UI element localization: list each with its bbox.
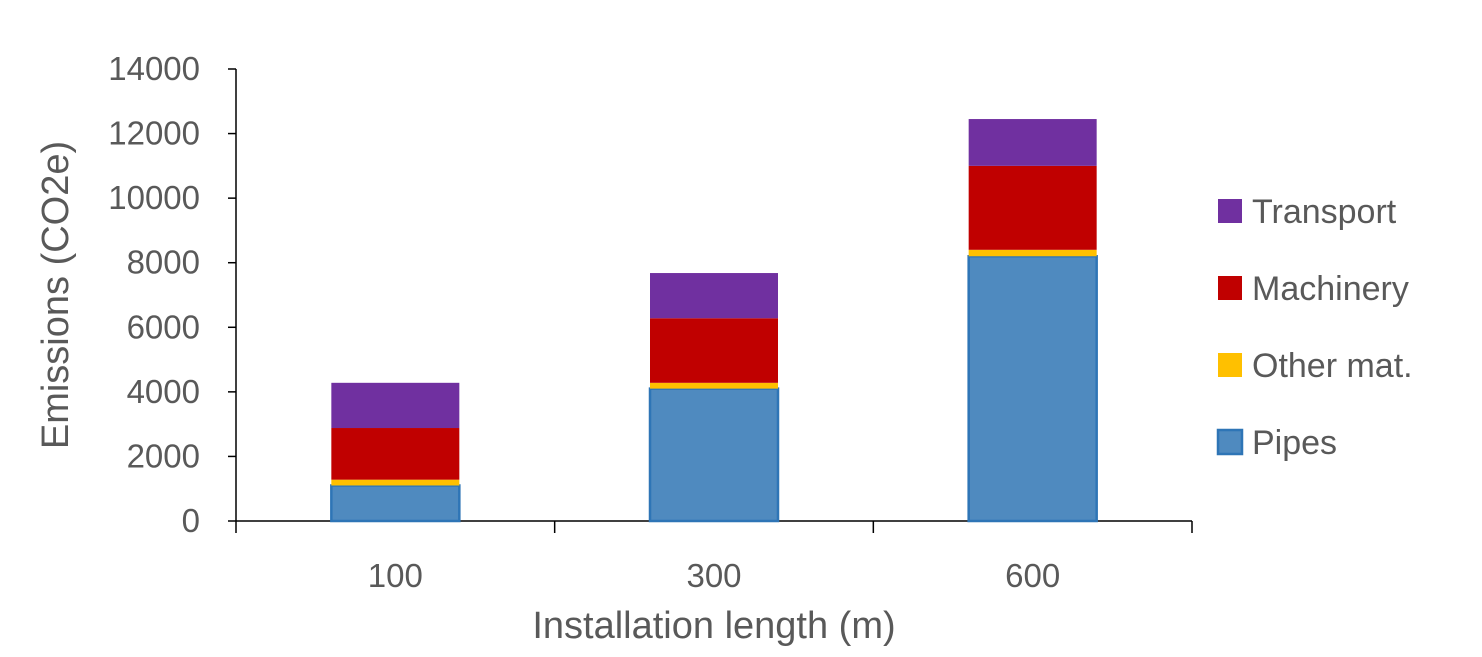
legend: Transport Machinery Other mat. Pipes (1216, 193, 1413, 462)
bar-segment-machinery-600 (968, 165, 1097, 250)
legend-swatch (1218, 199, 1242, 223)
bar-segment-other-mat-100 (331, 479, 460, 486)
legend-swatch (1218, 276, 1242, 300)
bar-segment-transport-600 (968, 119, 1097, 166)
y-tick-label: 14000 (108, 50, 200, 87)
bar-segment-transport-100 (331, 382, 460, 429)
y-tick-label: 6000 (127, 308, 200, 345)
legend-swatch (1218, 353, 1242, 377)
legend-label: Pipes (1252, 424, 1337, 462)
bar-segment-pipes-600 (967, 255, 1098, 523)
y-tick-label: 4000 (127, 373, 200, 410)
y-tick-label: 2000 (127, 437, 200, 474)
legend-label: Other mat. (1252, 347, 1413, 385)
y-tick-label: 10000 (108, 179, 200, 216)
bar-segment-machinery-100 (331, 428, 460, 480)
legend-label: Transport (1252, 193, 1397, 231)
bar-segment-transport-300 (650, 273, 778, 319)
legend-label: Machinery (1252, 270, 1409, 308)
bar-segment-machinery-300 (650, 318, 778, 383)
x-tick-label: 300 (686, 557, 741, 594)
x-tick-label: 100 (368, 557, 423, 594)
legend-swatch (1216, 428, 1244, 456)
bar-segment-pipes-300 (648, 387, 780, 523)
y-axis-title: Emissions (CO2e) (35, 141, 77, 449)
x-tick-label: 600 (1005, 557, 1060, 594)
bar-segment-pipes-100 (330, 484, 461, 523)
bar-segment-other-mat-600 (968, 249, 1097, 257)
x-axis-title: Installation length (m) (532, 605, 895, 647)
y-tick-label: 0 (182, 502, 200, 539)
bar-segment-other-mat-300 (650, 382, 778, 389)
y-tick-label: 12000 (108, 115, 200, 152)
plot-area: 0 2000 4000 6000 8000 10000 12000 14000 100 300 60… (108, 50, 1193, 594)
y-tick-label: 8000 (127, 244, 200, 281)
